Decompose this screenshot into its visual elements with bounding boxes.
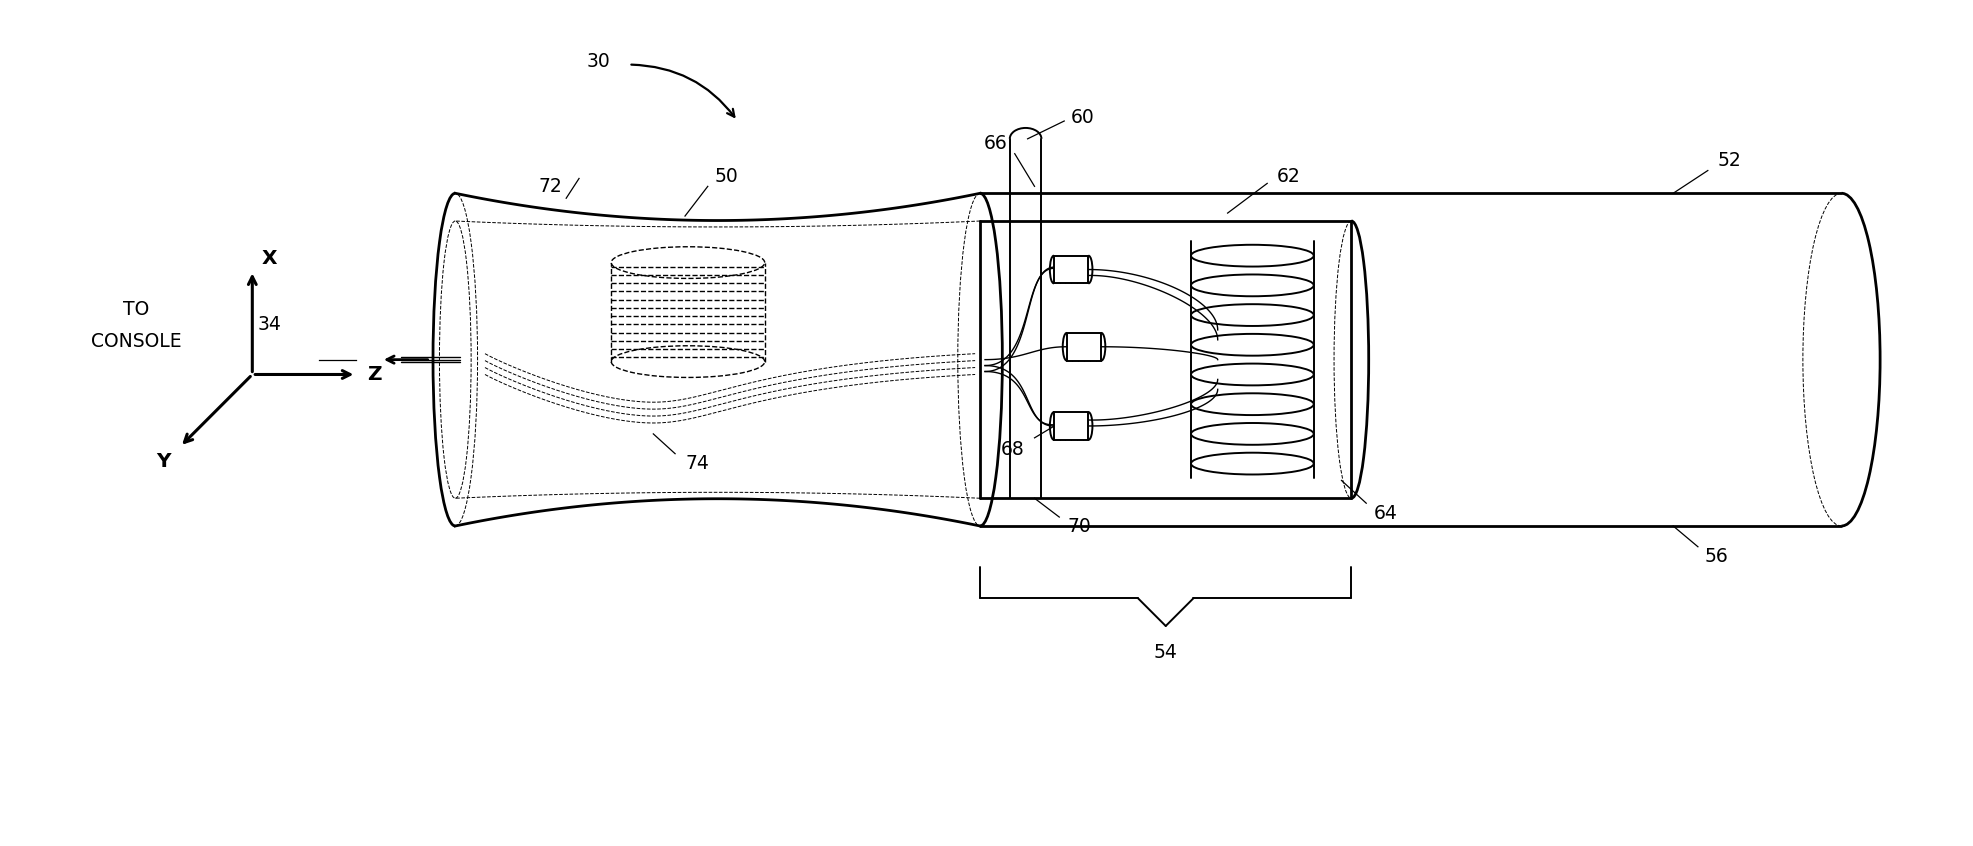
Bar — [1054, 255, 1087, 283]
Text: 72: 72 — [539, 177, 562, 196]
Text: 50: 50 — [714, 167, 738, 186]
Text: 68: 68 — [1000, 440, 1024, 459]
Bar — [1065, 332, 1101, 360]
Text: 74: 74 — [685, 454, 708, 473]
Text: 60: 60 — [1071, 107, 1095, 127]
Text: 52: 52 — [1717, 151, 1740, 170]
Text: 56: 56 — [1705, 547, 1728, 566]
Text: X: X — [260, 249, 276, 268]
Text: 62: 62 — [1277, 167, 1300, 186]
Text: 54: 54 — [1152, 643, 1178, 662]
Text: Z: Z — [367, 365, 381, 384]
Bar — [1054, 412, 1087, 440]
Text: 66: 66 — [985, 135, 1008, 153]
Text: 30: 30 — [586, 52, 610, 71]
Text: 64: 64 — [1373, 503, 1397, 523]
Text: 70: 70 — [1067, 518, 1091, 536]
Text: CONSOLE: CONSOLE — [91, 332, 182, 351]
Text: Y: Y — [156, 452, 170, 471]
Text: 34: 34 — [256, 316, 280, 334]
Text: TO: TO — [122, 299, 150, 319]
